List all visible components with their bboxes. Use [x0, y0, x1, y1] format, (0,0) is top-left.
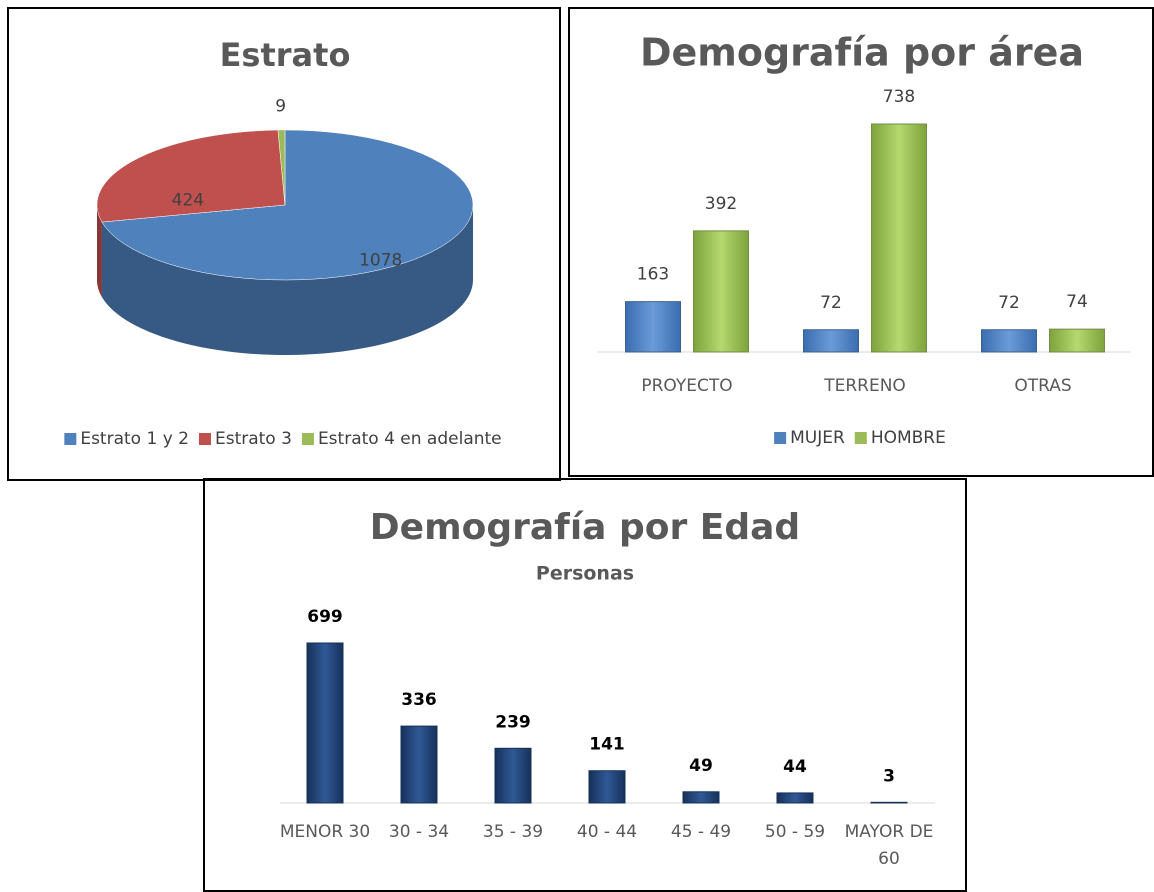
x-tick-label-box: 30 - 34 [388, 822, 450, 842]
x-tick-label: 30 - 34 [388, 822, 450, 842]
legend-label: Estrato 1 y 2 [80, 429, 189, 449]
legend-label: Estrato 3 [215, 429, 292, 449]
x-tick-label-box: 35 - 39 [482, 822, 544, 842]
x-tick-label: MENOR 30 [279, 822, 371, 842]
x-tick-label-box: MENOR 30 [279, 822, 371, 842]
data-label: 163 [637, 265, 669, 285]
legend: Estrato 1 y 2 Estrato 3 Estrato 4 en adela… [64, 429, 502, 449]
data-label: 424 [172, 190, 204, 210]
legend-swatch [774, 432, 787, 444]
x-tick-label: 35 - 39 [482, 822, 544, 842]
data-label: 74 [1066, 292, 1088, 312]
legend-label: MUJER [790, 428, 845, 448]
bar [625, 301, 681, 353]
x-tick-label: OTRAS [1014, 376, 1071, 396]
legend-swatch [64, 433, 77, 445]
bar [803, 329, 859, 353]
bar [682, 791, 720, 804]
data-label: 699 [307, 607, 343, 627]
legend-swatch [301, 433, 314, 445]
data-label: 72 [820, 293, 842, 313]
x-tick-label: 50 - 59 [764, 822, 826, 842]
data-label: 239 [495, 712, 531, 732]
legend-swatch [854, 432, 867, 444]
bar [870, 801, 908, 804]
data-label: 44 [783, 757, 807, 777]
data-label: 49 [689, 756, 713, 776]
bar [306, 642, 344, 804]
x-tick-label-box: 50 - 59 [764, 822, 826, 842]
bar [400, 725, 438, 804]
legend-swatch [198, 433, 211, 445]
data-label: 392 [705, 194, 737, 214]
bar [693, 230, 749, 353]
pie-slice [96, 129, 286, 223]
bar [588, 770, 626, 804]
data-label: 3 [883, 766, 895, 786]
pie-slice [101, 129, 474, 281]
data-label: 1078 [359, 250, 402, 270]
panel [568, 7, 1154, 477]
x-tick-label-box: 40 - 44 [576, 822, 638, 842]
data-label: 9 [275, 96, 286, 116]
legend-label: Estrato 4 en adelante [318, 429, 502, 449]
x-tick-label: 40 - 44 [576, 822, 638, 842]
legend: MUJER HOMBRE [774, 428, 946, 448]
data-label: 141 [589, 735, 625, 755]
bar [981, 329, 1037, 353]
data-label: 72 [998, 293, 1020, 313]
data-label: 336 [401, 690, 437, 710]
bar [871, 123, 927, 353]
x-tick-label: PROYECTO [641, 376, 732, 396]
panel [203, 478, 967, 892]
x-tick-label: MAYOR DE 60 [844, 822, 934, 869]
bar [776, 792, 814, 804]
chart-title: Demografía por área [640, 31, 1084, 75]
bar [494, 747, 532, 804]
chart-subtitle: Personas [536, 563, 634, 585]
chart-title: Estrato [220, 36, 351, 74]
bar [1049, 328, 1105, 353]
pie-side [97, 205, 102, 298]
legend-label: HOMBRE [871, 428, 946, 448]
pie-slice [277, 129, 286, 206]
x-tick-label-box: MAYOR DE 60 [844, 822, 934, 869]
data-label: 738 [883, 87, 915, 107]
chart-title: Demografía por Edad [370, 507, 800, 548]
x-tick-label: TERRENO [823, 376, 906, 396]
x-tick-label: 45 - 49 [670, 822, 732, 842]
x-tick-label-box: 45 - 49 [670, 822, 732, 842]
